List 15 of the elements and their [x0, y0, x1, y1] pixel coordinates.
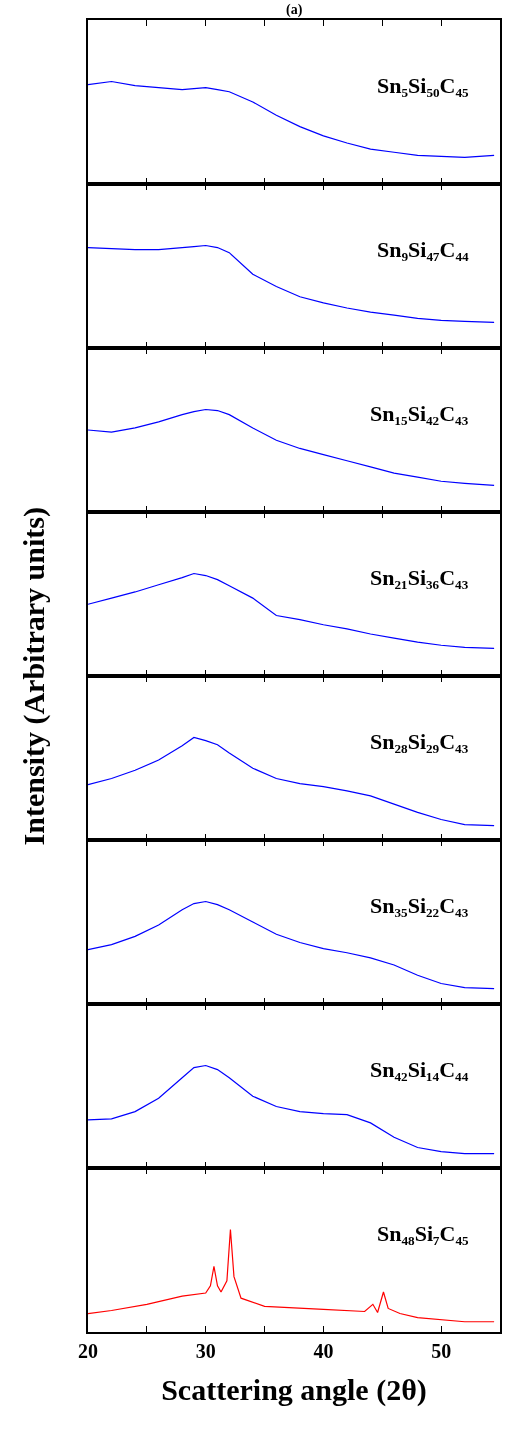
series-label: Sn₂₈Si₂₉C₄₃ — [370, 729, 469, 754]
chart-title: (a) — [286, 2, 303, 18]
x-tick-label: 20 — [78, 1339, 98, 1362]
text: Sn₄₈Si₇C₄₅ — [377, 1221, 470, 1246]
x-tick-label: 40 — [313, 1339, 334, 1362]
text: Sn₉Si₄₇C₄₄ — [377, 237, 470, 262]
y-axis-title: Intensity (Arbitrary units) — [17, 507, 52, 846]
series-label: Sn₂₁Si₃₆C₄₃ — [370, 565, 469, 590]
text: Sn₅Si₅₀C₄₅ — [377, 73, 470, 98]
x-tick-label: 50 — [431, 1339, 452, 1362]
series-label: Sn₃₅Si₂₂C₄₃ — [370, 893, 469, 918]
series-label: Sn₁₅Si₄₂C₄₃ — [370, 401, 469, 426]
series-label: Sn₄₂Si₁₄C₄₄ — [370, 1057, 469, 1082]
x-tick-label: 30 — [195, 1339, 216, 1362]
x-axis-title: Scattering angle (2θ) — [161, 1372, 427, 1407]
